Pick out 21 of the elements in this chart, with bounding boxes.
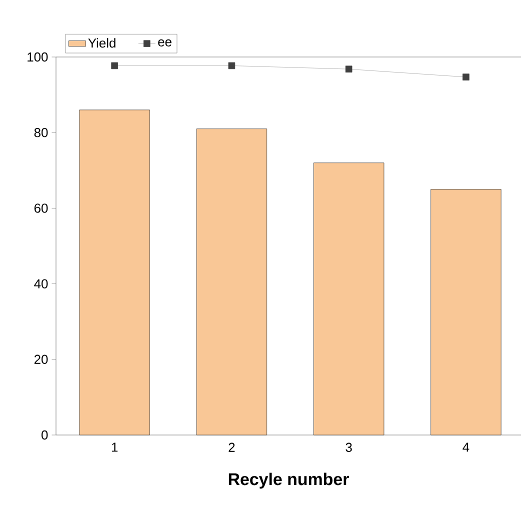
point <box>228 62 236 70</box>
x-tick-label: 1 <box>112 442 118 452</box>
legend-label: Yield <box>88 38 116 48</box>
point <box>345 66 352 72</box>
x-tick-label: 4 <box>462 442 470 452</box>
y-tick-label: 100 <box>28 52 48 62</box>
y-tick-label: 40 <box>34 279 48 288</box>
bar <box>79 110 150 436</box>
x-tick-label: 3 <box>346 442 352 452</box>
point <box>111 62 118 70</box>
point <box>462 74 470 80</box>
bar <box>313 162 384 436</box>
x-tick-label: 2 <box>228 442 235 452</box>
bar <box>196 128 268 436</box>
y-tick-label: 20 <box>34 354 48 364</box>
y-tick-label: 80 <box>34 128 48 138</box>
bar <box>430 189 502 436</box>
x-axis-title: Recyle number <box>228 472 349 489</box>
y-tick-label: 0 <box>42 430 48 440</box>
legend-label: ee <box>158 39 172 46</box>
y-tick-label: 60 <box>34 204 48 213</box>
